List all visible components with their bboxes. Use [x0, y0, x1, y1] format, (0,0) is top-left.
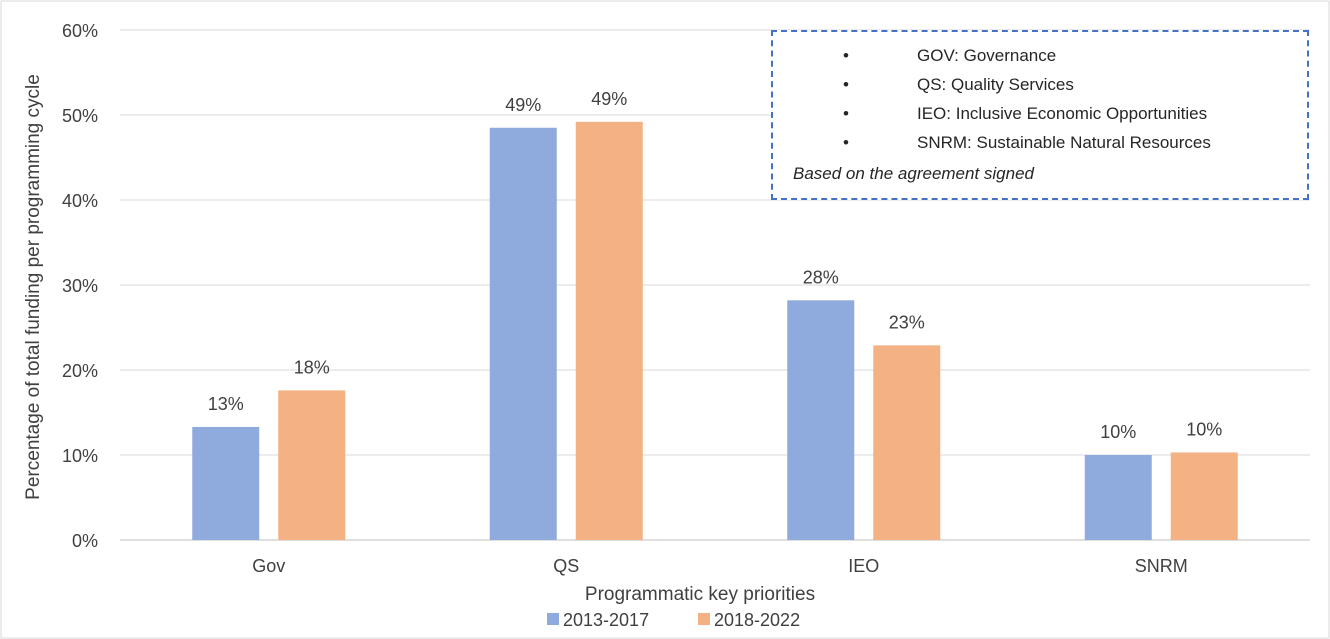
bar: [489, 127, 557, 540]
y-tick-label: 40%: [62, 191, 98, 211]
y-tick-label: 10%: [62, 446, 98, 466]
x-axis-ticks: Gov QS IEO SNRM: [252, 556, 1188, 576]
bar: [1084, 455, 1152, 540]
y-tick-label: 20%: [62, 361, 98, 381]
note-text: QS: Quality Services: [917, 75, 1074, 94]
legend-label: 2013-2017: [563, 610, 649, 630]
bar: [873, 345, 941, 540]
data-label: 10%: [1186, 419, 1222, 439]
note-text: IEO: Inclusive Economic Opportunities: [917, 104, 1208, 123]
y-tick-label: 0%: [72, 531, 98, 551]
y-axis-title: Percentage of total funding per programm…: [23, 74, 44, 500]
bar: [575, 121, 643, 541]
data-label: 13%: [208, 394, 244, 414]
note-footer: Based on the agreement signed: [793, 164, 1035, 183]
x-axis-title: Programmatic key priorities: [585, 584, 815, 605]
bullet-icon: •: [843, 104, 849, 123]
legend: 2013-2017 2018-2022: [547, 610, 800, 630]
y-axis-ticks: 0% 10% 20% 30% 40% 50% 60%: [62, 21, 98, 551]
legend-swatch: [698, 613, 710, 625]
y-tick-label: 30%: [62, 276, 98, 296]
data-labels: 13% 18% 49% 49% 28% 23% 10% 10%: [208, 89, 1223, 442]
x-tick-label: SNRM: [1135, 556, 1188, 576]
data-label: 49%: [591, 89, 627, 109]
bullet-icon: •: [843, 46, 849, 65]
data-label: 10%: [1100, 422, 1136, 442]
bar: [278, 390, 346, 540]
bullet-icon: •: [843, 133, 849, 152]
legend-label: 2018-2022: [714, 610, 800, 630]
bullet-icon: •: [843, 75, 849, 94]
x-tick-label: IEO: [848, 556, 879, 576]
legend-swatch: [547, 613, 559, 625]
y-tick-label: 50%: [62, 106, 98, 126]
x-tick-label: Gov: [252, 556, 285, 576]
y-tick-label: 60%: [62, 21, 98, 41]
data-label: 23%: [889, 312, 925, 332]
bar: [787, 300, 855, 540]
x-tick-label: QS: [553, 556, 579, 576]
data-label: 18%: [294, 357, 330, 377]
note-text: GOV: Governance: [917, 46, 1057, 65]
data-label: 28%: [803, 267, 839, 287]
notes-box: • GOV: Governance • QS: Quality Services…: [771, 30, 1309, 200]
bar: [1170, 452, 1238, 540]
bars: [192, 121, 1238, 541]
note-text: SNRM: Sustainable Natural Resources: [917, 133, 1211, 152]
data-label: 49%: [505, 95, 541, 115]
bar: [192, 426, 260, 540]
